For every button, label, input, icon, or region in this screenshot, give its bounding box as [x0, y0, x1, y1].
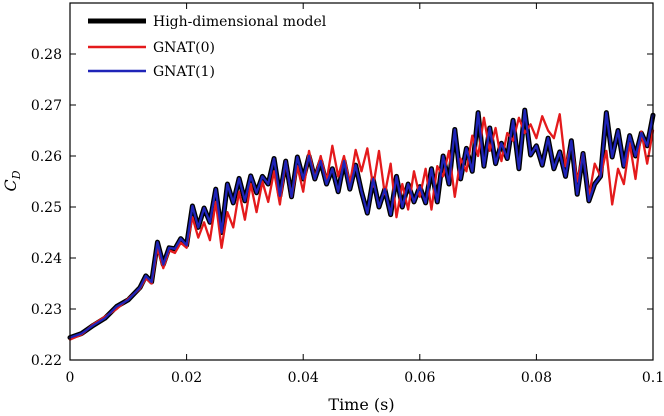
- legend: High-dimensional model GNAT(0) GNAT(1): [88, 14, 327, 80]
- x-tick-label: 0.06: [404, 370, 435, 386]
- y-tick-label: 0.24: [31, 251, 62, 267]
- y-tick-label: 0.25: [31, 200, 62, 216]
- y-axis-label: CD: [1, 170, 23, 191]
- series-layer: [67, 107, 656, 341]
- x-tick-label: 0.04: [288, 370, 319, 386]
- x-tick-label: 0.08: [521, 370, 552, 386]
- y-tick-label: 0.28: [31, 47, 62, 63]
- ticks-layer: 0 0.02 0.04 0.06 0.08 0.1 0.22 0.23 0.24 0.25 0.26…: [31, 3, 664, 386]
- y-tick-label: 0.22: [31, 353, 62, 369]
- plot-frame: [69, 2, 654, 361]
- y-axis-label-main: C: [1, 179, 20, 191]
- y-tick-label: 0.23: [31, 302, 62, 318]
- legend-label-gnat0: GNAT(0): [153, 40, 215, 56]
- y-tick-label: 0.26: [31, 149, 62, 165]
- legend-label-high-dimensional-model: High-dimensional model: [153, 14, 327, 30]
- series-line-gnat-0: [68, 113, 655, 341]
- x-tick-label: 0.1: [642, 370, 664, 386]
- x-tick-label: 0.02: [171, 370, 202, 386]
- y-tick-label: 0.27: [31, 98, 62, 114]
- x-tick-label: 0: [66, 370, 75, 386]
- series-line-gnat-1: [68, 108, 655, 339]
- legend-label-gnat1: GNAT(1): [153, 64, 215, 80]
- x-axis-label: Time (s): [328, 395, 394, 414]
- y-axis-label-sub: D: [10, 170, 23, 180]
